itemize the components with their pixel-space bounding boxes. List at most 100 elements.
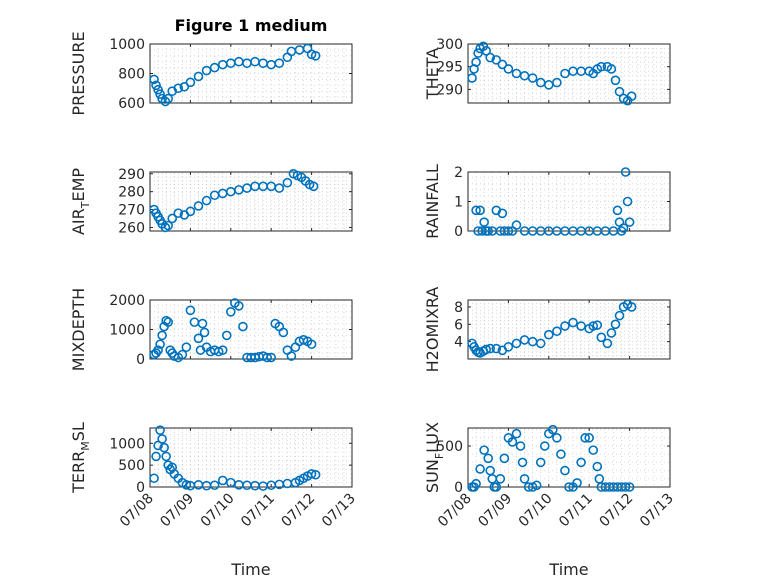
data-point (548, 424, 558, 435)
data-point (491, 55, 502, 65)
data-point (552, 77, 562, 88)
y-axis-label: TERRMSL (69, 422, 92, 494)
data-point (499, 453, 510, 464)
data-point (282, 177, 293, 188)
y-tick-label: 6 (454, 317, 463, 333)
data-point (234, 301, 244, 311)
y-axis-label: SUNFLUX (423, 422, 446, 493)
y-tick-label: 280 (118, 185, 145, 201)
subplot-1: 600 800 1000 PRESSURE (69, 31, 353, 116)
data-point (193, 333, 204, 344)
data-point (477, 226, 487, 236)
data-point (515, 441, 526, 451)
y-tick-label: 800 (118, 67, 145, 83)
x-tick-label: 07/13 (637, 491, 677, 531)
data-point (155, 339, 165, 350)
data-point (475, 464, 485, 474)
data-point (483, 453, 494, 464)
y-tick-label: 300 (436, 37, 463, 53)
data-point (614, 86, 625, 97)
data-point (564, 482, 574, 492)
data-point (193, 71, 204, 82)
subplot-6: 4 68 H2OMIXRA (423, 287, 671, 372)
data-point (306, 339, 317, 350)
data-point (511, 338, 522, 349)
figure-title: Figure 1 medium (175, 16, 328, 35)
data-point (552, 433, 562, 443)
data-point (626, 91, 637, 101)
data-point (199, 327, 210, 338)
data-point (620, 167, 631, 177)
data-point (560, 465, 570, 476)
data-point (471, 478, 481, 489)
data-point (179, 81, 190, 92)
data-point (185, 305, 196, 316)
data-point (167, 462, 178, 473)
data-point (221, 330, 232, 341)
subplot-7: 0 500 1000 TERRMSL 07/08 07/09 07/10 07/11 07/12… (69, 422, 359, 579)
data-point (588, 445, 599, 455)
data-point (209, 480, 220, 491)
data-point (614, 310, 625, 321)
x-tick-label: 07/13 (319, 491, 359, 531)
data-point (160, 96, 171, 107)
data-point (612, 205, 623, 216)
data-point (226, 306, 236, 317)
data-point (161, 315, 171, 326)
data-point (596, 61, 607, 72)
data-point (217, 345, 228, 355)
data-point (155, 89, 165, 99)
x-axis-label: Time (230, 560, 270, 579)
data-point (606, 64, 617, 74)
plot-area (467, 427, 671, 488)
data-point (201, 65, 212, 76)
y-tick-label: 1000 (109, 323, 145, 339)
y-tick-label: 0 (454, 480, 463, 496)
data-point (507, 437, 518, 447)
y-tick-label: 0 (136, 480, 145, 496)
data-point (157, 434, 167, 444)
data-point (274, 58, 285, 68)
data-point (177, 349, 188, 360)
data-point (173, 83, 184, 94)
data-point (153, 84, 163, 95)
y-tick-label: 1 (454, 195, 463, 211)
data-point (201, 195, 212, 206)
data-point (503, 226, 514, 236)
data-point (527, 73, 538, 83)
data-point (576, 321, 586, 331)
data-point (181, 342, 192, 353)
data-point (173, 208, 184, 218)
data-point (310, 50, 321, 61)
subplot-5: 0 1000 2000 MIXDEPTH (69, 288, 353, 371)
data-point (483, 226, 494, 236)
data-point (588, 321, 599, 331)
data-point (161, 451, 171, 462)
x-tick-label: 07/12 (279, 491, 319, 531)
data-point (497, 59, 508, 70)
data-point (157, 330, 167, 341)
data-point (185, 77, 196, 88)
y-tick-label: 2 (454, 165, 463, 181)
data-point (266, 352, 277, 363)
data-point (467, 73, 477, 83)
data-point (149, 473, 159, 484)
x-tick-label: 07/10 (198, 491, 238, 531)
x-tick-label: 07/11 (238, 491, 278, 531)
y-tick-label: 1000 (109, 436, 145, 452)
x-tick-label: 07/09 (475, 491, 515, 531)
x-tick-label: 07/08 (435, 491, 475, 531)
y-axis-label: MIXDEPTH (69, 288, 88, 371)
data-point (584, 433, 595, 443)
data-point (310, 469, 321, 480)
data-point (495, 474, 506, 484)
data-point (491, 482, 502, 492)
data-point (556, 449, 566, 460)
data-point (274, 183, 285, 193)
data-point (596, 332, 607, 343)
data-point (606, 328, 617, 338)
plot-area (149, 43, 353, 104)
